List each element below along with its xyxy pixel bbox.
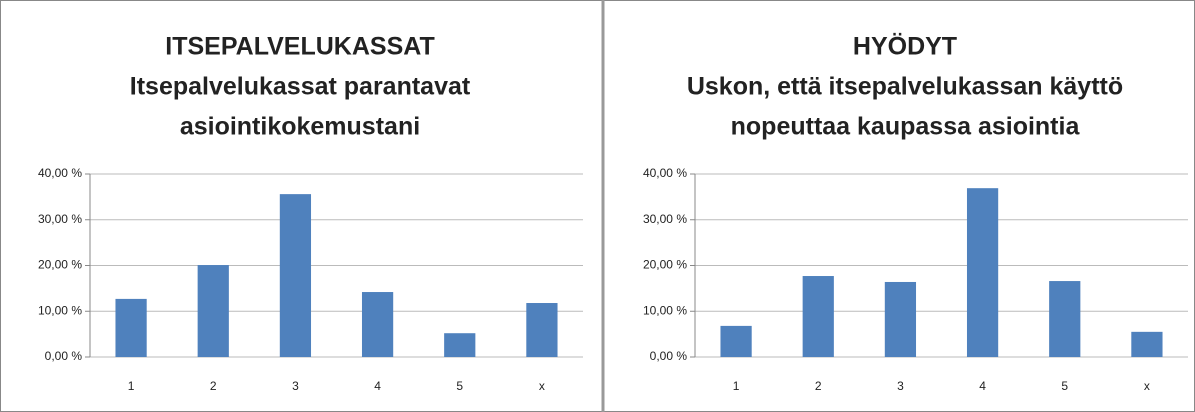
x-tick-label: 5 [456,379,463,393]
y-tick-label: 10,00 % [643,303,687,317]
x-tick-label: 5 [1061,379,1068,393]
chart-title: asiointikokemustani [180,113,420,141]
y-tick-label: 20,00 % [643,258,687,272]
bar [361,292,394,357]
bar [279,194,312,357]
y-tick-label: 30,00 % [643,212,687,226]
bar [197,265,229,357]
x-tick-label: 3 [292,379,299,393]
bar [1131,331,1163,357]
x-tick-label: 2 [815,379,822,393]
y-tick-label: 20,00 % [38,258,82,272]
chart-title: ITSEPALVELUKASSAT [165,33,434,61]
y-tick-label: 40,00 % [38,166,82,180]
bar [966,188,999,357]
bar [720,325,752,357]
x-tick-label: 3 [897,379,904,393]
bar [1049,281,1081,357]
bar [802,276,834,357]
y-tick-label: 30,00 % [38,212,82,226]
x-tick-label: x [539,379,545,393]
bar [526,303,558,357]
x-tick-label: 4 [374,379,381,393]
y-tick-label: 40,00 % [643,166,687,180]
chart-title: nopeuttaa kaupassa asiointia [731,113,1081,141]
bar [884,281,917,357]
y-tick-label: 0,00 % [650,349,688,363]
x-tick-label: 4 [979,379,986,393]
chart-title: Itsepalvelukassat parantavat [130,73,471,101]
x-tick-label: 2 [210,379,217,393]
x-tick-label: 1 [128,379,135,393]
bar [115,298,147,357]
y-tick-label: 0,00 % [45,349,83,363]
chart-title: Uskon, että itsepalvelukassan käyttö [687,73,1123,101]
x-tick-label: x [1144,379,1150,393]
x-tick-label: 1 [733,379,740,393]
bar [444,333,476,357]
y-tick-label: 10,00 % [38,303,82,317]
chart-title: HYÖDYT [853,32,957,61]
